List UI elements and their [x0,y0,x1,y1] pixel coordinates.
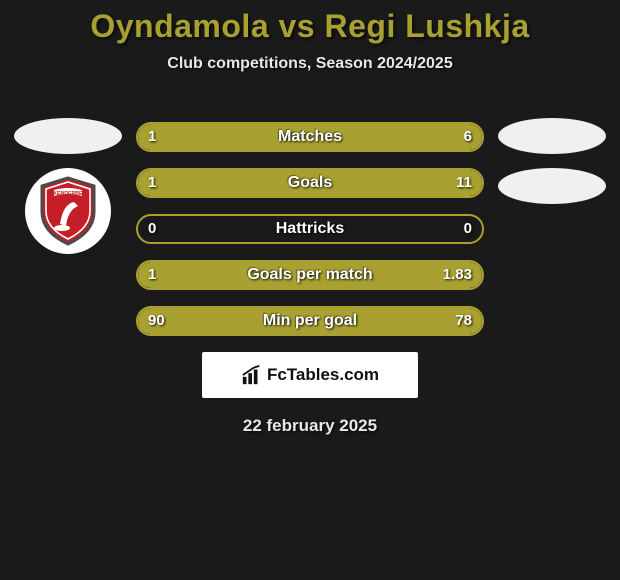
stat-label: Goals [138,170,482,196]
page-title: Oyndamola vs Regi Lushkja [0,8,620,45]
stat-row-min-per-goal: 90 Min per goal 78 [136,306,484,336]
fctables-attribution[interactable]: FcTables.com [202,352,418,398]
player-right-column [492,118,612,218]
stat-row-matches: 1 Matches 6 [136,122,484,152]
stat-value-right: 6 [464,124,472,150]
player-left-avatar-placeholder [14,118,122,154]
comparison-card: Oyndamola vs Regi Lushkja Club competiti… [0,0,620,580]
player-left-club-badge: SKENDERBEU [25,168,111,254]
player-right-club-placeholder [498,168,606,204]
stat-label: Goals per match [138,262,482,288]
stat-row-goals: 1 Goals 11 [136,168,484,198]
stat-label: Matches [138,124,482,150]
bar-chart-icon [241,364,263,386]
stats-panel: 1 Matches 6 1 Goals 11 0 Hattricks 0 1 G… [136,122,484,436]
stat-value-right: 1.83 [443,262,472,288]
stat-label: Min per goal [138,308,482,334]
shield-icon: SKENDERBEU [38,176,98,246]
stat-value-right: 78 [455,308,472,334]
badge-text: SKENDERBEU [50,191,87,197]
stat-value-right: 11 [456,170,472,196]
stat-row-goals-per-match: 1 Goals per match 1.83 [136,260,484,290]
stat-row-hattricks: 0 Hattricks 0 [136,214,484,244]
player-left-column: SKENDERBEU [8,118,128,254]
date-label: 22 february 2025 [136,416,484,436]
stat-value-right: 0 [464,216,472,242]
player-right-avatar-placeholder [498,118,606,154]
subtitle: Club competitions, Season 2024/2025 [0,55,620,73]
stat-label: Hattricks [138,216,482,242]
fctables-label: FcTables.com [267,365,379,385]
